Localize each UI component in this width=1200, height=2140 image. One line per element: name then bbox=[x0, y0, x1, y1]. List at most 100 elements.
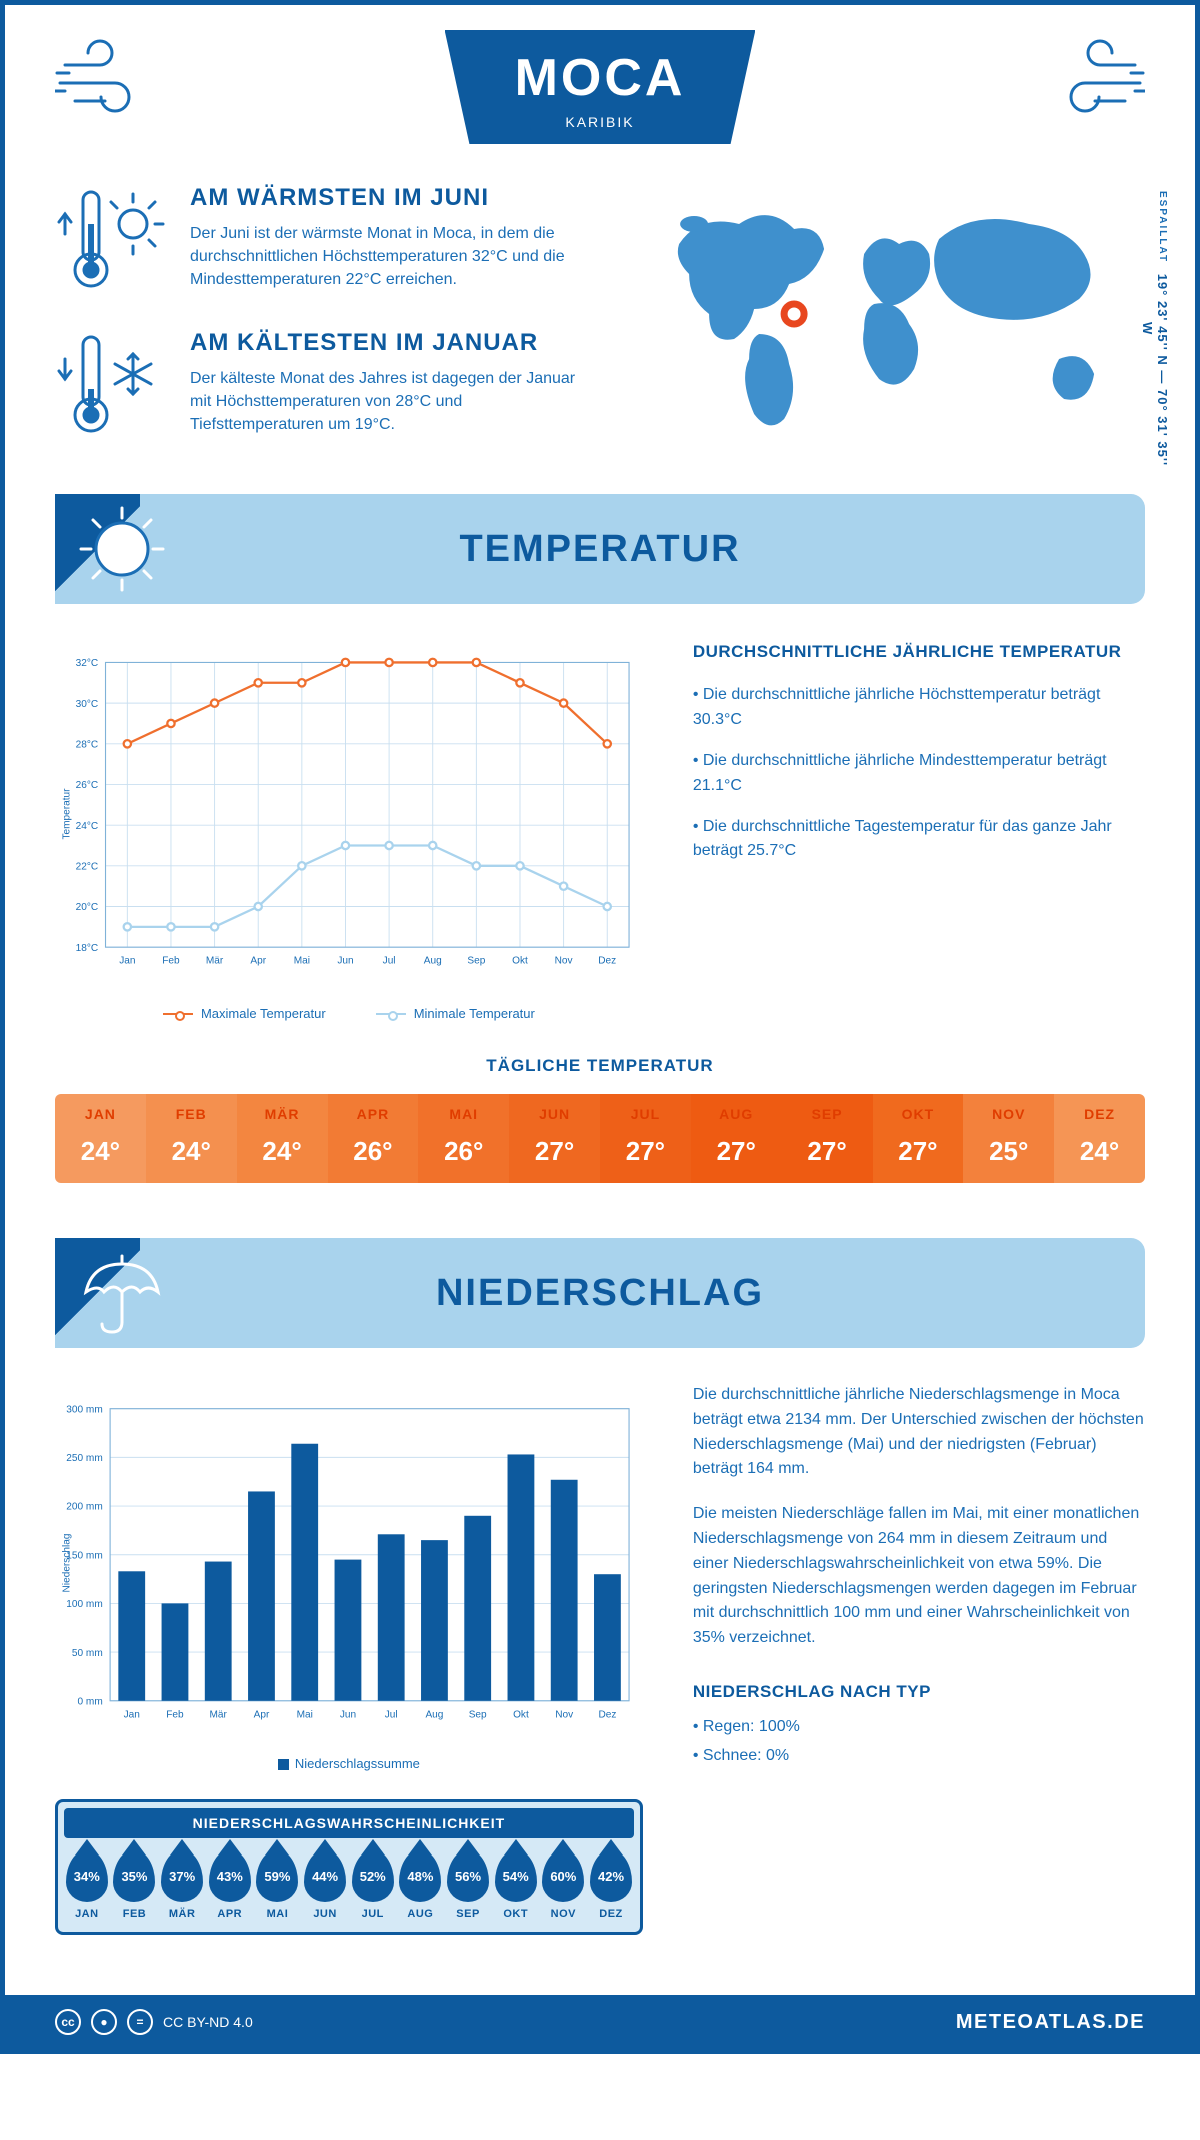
temperature-summary: DURCHSCHNITTLICHE JÄHRLICHE TEMPERATUR •… bbox=[693, 639, 1145, 1021]
coordinates: ESPAILLAT 19° 23' 45'' N — 70° 31' 35'' … bbox=[1140, 184, 1170, 474]
svg-text:Aug: Aug bbox=[425, 1709, 443, 1720]
svg-text:100 mm: 100 mm bbox=[66, 1599, 102, 1610]
wind-icon-left bbox=[55, 35, 175, 125]
thermometer-sun-icon bbox=[55, 184, 165, 294]
precip-prob-cell: 44%JUN bbox=[302, 1850, 348, 1920]
warmest-title: AM WÄRMSTEN IM JUNI bbox=[190, 184, 593, 212]
header: MOCA KARIBIK bbox=[55, 35, 1145, 144]
precip-legend: Niederschlagssumme bbox=[55, 1756, 643, 1771]
daily-temp-cell: MÄR24° bbox=[237, 1094, 328, 1183]
precip-prob-cell: 54%OKT bbox=[493, 1850, 539, 1920]
coldest-fact: AM KÄLTESTEN IM JANUAR Der kälteste Mona… bbox=[55, 329, 593, 439]
svg-text:Feb: Feb bbox=[162, 956, 180, 967]
svg-text:Sep: Sep bbox=[469, 1709, 487, 1720]
svg-text:Jan: Jan bbox=[119, 956, 135, 967]
svg-text:20°C: 20°C bbox=[76, 902, 99, 913]
by-icon: ● bbox=[91, 2009, 117, 2035]
region-subtitle: KARIBIK bbox=[515, 114, 686, 130]
world-map: ESPAILLAT 19° 23' 45'' N — 70° 31' 35'' … bbox=[633, 184, 1145, 474]
precip-prob-cell: 35%FEB bbox=[112, 1850, 158, 1920]
svg-text:0 mm: 0 mm bbox=[78, 1696, 103, 1707]
svg-text:Sep: Sep bbox=[467, 956, 485, 967]
daily-temp-cell: OKT27° bbox=[873, 1094, 964, 1183]
svg-text:Niederschlag: Niederschlag bbox=[62, 1534, 73, 1593]
daily-temp-cell: APR26° bbox=[328, 1094, 419, 1183]
svg-text:Aug: Aug bbox=[424, 956, 442, 967]
svg-text:Temperatur: Temperatur bbox=[62, 788, 73, 840]
page: MOCA KARIBIK bbox=[0, 0, 1200, 2054]
svg-text:Okt: Okt bbox=[513, 1709, 529, 1720]
city-title: MOCA bbox=[515, 48, 686, 108]
svg-text:Jan: Jan bbox=[124, 1709, 140, 1720]
precip-bar-chart: 0 mm50 mm100 mm150 mm200 mm250 mm300 mmN… bbox=[55, 1383, 643, 1743]
svg-text:Apr: Apr bbox=[250, 956, 266, 967]
daily-temp-cell: JUN27° bbox=[509, 1094, 600, 1183]
daily-temp-cell: FEB24° bbox=[146, 1094, 237, 1183]
precip-prob-cell: 56%SEP bbox=[445, 1850, 491, 1920]
footer: cc ● = CC BY-ND 4.0 METEOATLAS.DE bbox=[5, 1995, 1195, 2049]
top-section: AM WÄRMSTEN IM JUNI Der Juni ist der wär… bbox=[55, 184, 1145, 474]
precip-prob-cell: 42%DEZ bbox=[588, 1850, 634, 1920]
svg-text:250 mm: 250 mm bbox=[66, 1453, 102, 1464]
svg-text:Mai: Mai bbox=[294, 956, 310, 967]
nd-icon: = bbox=[127, 2009, 153, 2035]
precip-prob-cell: 60%NOV bbox=[541, 1850, 587, 1920]
precip-prob-cell: 43%APR bbox=[207, 1850, 253, 1920]
daily-temp-cell: JAN24° bbox=[55, 1094, 146, 1183]
site-name: METEOATLAS.DE bbox=[956, 2011, 1145, 2034]
thermometer-snow-icon bbox=[55, 329, 165, 439]
svg-text:Feb: Feb bbox=[166, 1709, 184, 1720]
svg-text:Apr: Apr bbox=[254, 1709, 270, 1720]
daily-temp-cell: JUL27° bbox=[600, 1094, 691, 1183]
daily-temp-cell: AUG27° bbox=[691, 1094, 782, 1183]
sun-icon bbox=[75, 502, 170, 597]
svg-text:Nov: Nov bbox=[555, 1709, 574, 1720]
coldest-text: Der kälteste Monat des Jahres ist dagege… bbox=[190, 367, 593, 437]
svg-text:Jul: Jul bbox=[385, 1709, 398, 1720]
svg-text:Jul: Jul bbox=[383, 956, 396, 967]
precip-probability-box: NIEDERSCHLAGSWAHRSCHEINLICHKEIT 34%JAN35… bbox=[55, 1799, 643, 1935]
svg-text:50 mm: 50 mm bbox=[72, 1648, 103, 1659]
precip-summary: Die durchschnittliche jährliche Niedersc… bbox=[693, 1383, 1145, 1935]
svg-text:Jun: Jun bbox=[340, 1709, 356, 1720]
precip-prob-cell: 52%JUL bbox=[350, 1850, 396, 1920]
svg-text:Mai: Mai bbox=[297, 1709, 313, 1720]
cc-icon: cc bbox=[55, 2009, 81, 2035]
precip-prob-cell: 34%JAN bbox=[64, 1850, 110, 1920]
daily-temp-cell: DEZ24° bbox=[1054, 1094, 1145, 1183]
svg-text:Nov: Nov bbox=[555, 956, 574, 967]
warmest-text: Der Juni ist der wärmste Monat in Moca, … bbox=[190, 222, 593, 292]
umbrella-icon bbox=[75, 1246, 170, 1341]
daily-temp-bar: JAN24°FEB24°MÄR24°APR26°MAI26°JUN27°JUL2… bbox=[55, 1094, 1145, 1183]
svg-text:Dez: Dez bbox=[598, 956, 616, 967]
svg-text:28°C: 28°C bbox=[76, 739, 99, 750]
daily-temp-title: TÄGLICHE TEMPERATUR bbox=[55, 1056, 1145, 1076]
daily-temp-cell: SEP27° bbox=[782, 1094, 873, 1183]
svg-text:22°C: 22°C bbox=[76, 862, 99, 873]
svg-text:30°C: 30°C bbox=[76, 699, 99, 710]
svg-text:32°C: 32°C bbox=[76, 658, 99, 669]
precip-prob-cell: 59%MAI bbox=[255, 1850, 301, 1920]
wind-icon-right bbox=[1025, 35, 1145, 125]
svg-text:200 mm: 200 mm bbox=[66, 1502, 102, 1513]
daily-temp-cell: MAI26° bbox=[418, 1094, 509, 1183]
svg-text:Okt: Okt bbox=[512, 956, 528, 967]
svg-text:Dez: Dez bbox=[598, 1709, 616, 1720]
license: cc ● = CC BY-ND 4.0 bbox=[55, 2009, 253, 2035]
svg-text:26°C: 26°C bbox=[76, 780, 99, 791]
title-banner: MOCA KARIBIK bbox=[445, 30, 756, 144]
daily-temp-cell: NOV25° bbox=[963, 1094, 1054, 1183]
precip-banner: NIEDERSCHLAG bbox=[55, 1238, 1145, 1348]
temp-legend: Maximale Temperatur Minimale Temperatur bbox=[55, 1006, 643, 1021]
svg-text:Mär: Mär bbox=[210, 1709, 228, 1720]
precip-prob-cell: 37%MÄR bbox=[159, 1850, 205, 1920]
svg-text:Mär: Mär bbox=[206, 956, 224, 967]
temperature-banner: TEMPERATUR bbox=[55, 494, 1145, 604]
precip-prob-cell: 48%AUG bbox=[398, 1850, 444, 1920]
warmest-fact: AM WÄRMSTEN IM JUNI Der Juni ist der wär… bbox=[55, 184, 593, 294]
svg-text:Jun: Jun bbox=[337, 956, 353, 967]
svg-text:300 mm: 300 mm bbox=[66, 1404, 102, 1415]
coldest-title: AM KÄLTESTEN IM JANUAR bbox=[190, 329, 593, 357]
svg-text:24°C: 24°C bbox=[76, 821, 99, 832]
temperature-line-chart: 18°C20°C22°C24°C26°C28°C30°C32°CJanFebMä… bbox=[55, 639, 643, 989]
